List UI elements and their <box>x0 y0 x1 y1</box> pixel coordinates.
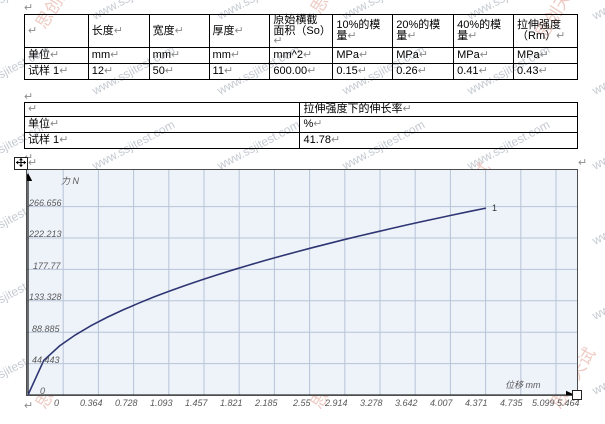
svg-text:1: 1 <box>492 203 497 213</box>
